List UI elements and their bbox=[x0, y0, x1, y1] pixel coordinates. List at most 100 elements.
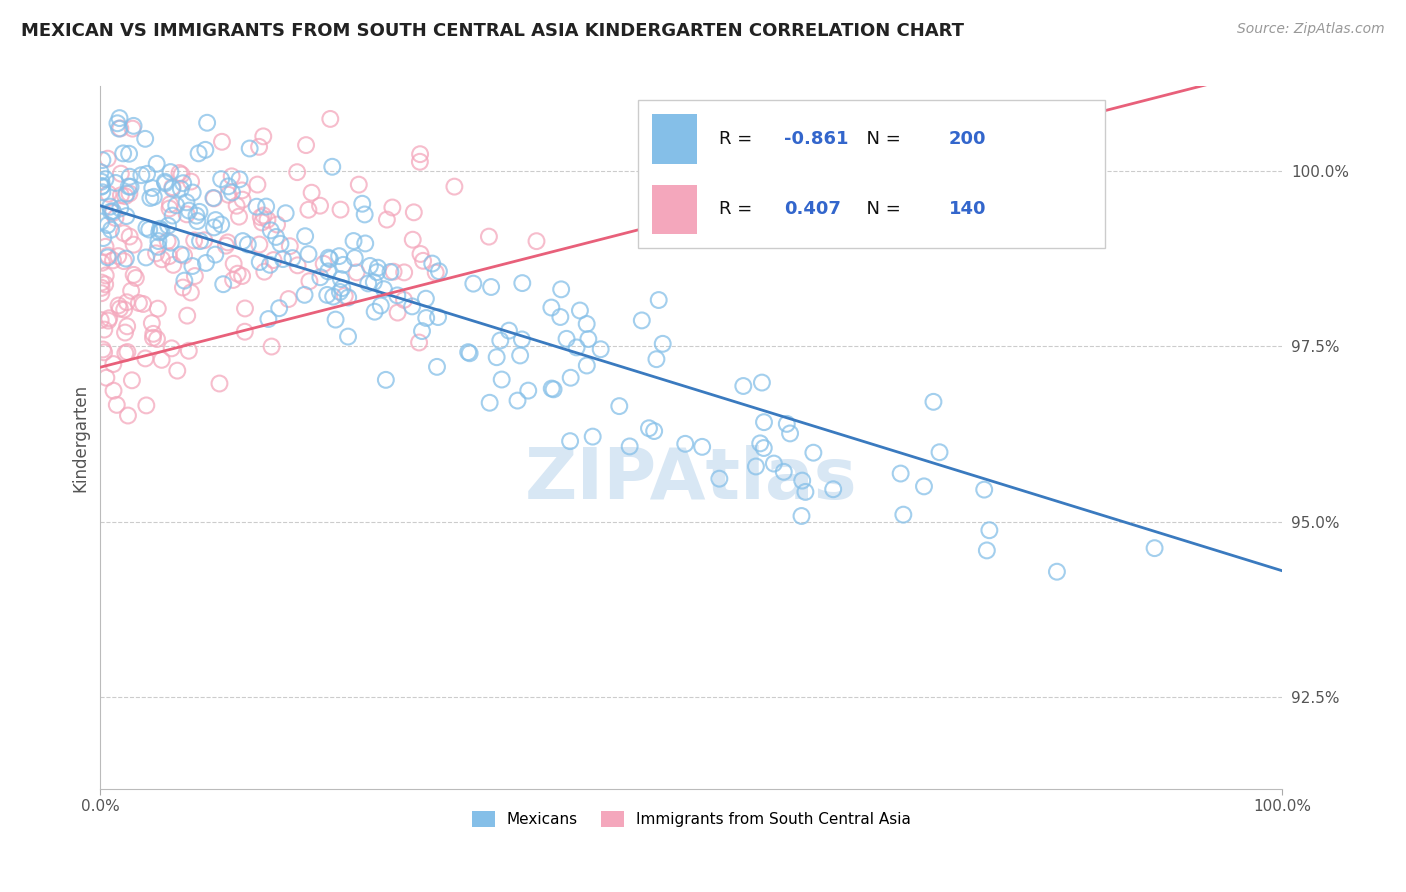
Point bbox=[91, 343, 114, 357]
Point bbox=[411, 324, 433, 338]
Point bbox=[745, 459, 768, 474]
Point bbox=[135, 220, 157, 235]
Point bbox=[160, 235, 183, 250]
Point bbox=[1143, 541, 1166, 556]
Point bbox=[120, 179, 142, 194]
Point bbox=[89, 165, 111, 179]
Point bbox=[91, 178, 114, 193]
Point bbox=[269, 301, 291, 316]
Point bbox=[94, 277, 117, 292]
Point bbox=[202, 220, 225, 235]
Point bbox=[246, 178, 269, 192]
Point bbox=[776, 417, 799, 431]
Point bbox=[108, 121, 131, 136]
Point bbox=[132, 297, 155, 311]
Point bbox=[221, 169, 243, 184]
Text: 0.407: 0.407 bbox=[783, 200, 841, 219]
Point bbox=[90, 214, 112, 228]
Point bbox=[427, 264, 450, 278]
Point bbox=[105, 398, 128, 412]
Point bbox=[322, 289, 344, 303]
Point bbox=[281, 251, 304, 265]
Text: 200: 200 bbox=[949, 130, 987, 148]
Point bbox=[160, 342, 183, 356]
Point bbox=[575, 359, 598, 373]
Point bbox=[170, 168, 193, 182]
Point bbox=[575, 317, 598, 331]
Point bbox=[256, 212, 278, 227]
Point bbox=[342, 234, 364, 248]
Point bbox=[110, 202, 132, 216]
Point bbox=[762, 457, 785, 471]
Point bbox=[115, 209, 138, 223]
Point bbox=[215, 238, 238, 252]
Point bbox=[104, 211, 127, 225]
Point bbox=[121, 121, 143, 136]
Point bbox=[319, 252, 342, 266]
Point bbox=[115, 186, 138, 201]
Point bbox=[733, 379, 755, 393]
Point bbox=[157, 219, 180, 233]
Point bbox=[148, 234, 170, 248]
Point bbox=[94, 268, 117, 283]
Point bbox=[90, 276, 112, 290]
Point bbox=[217, 235, 239, 250]
Point bbox=[479, 280, 502, 294]
Point bbox=[231, 183, 253, 197]
Point bbox=[346, 265, 368, 279]
Point bbox=[619, 439, 641, 453]
Point bbox=[104, 176, 127, 190]
Point bbox=[112, 226, 135, 240]
Bar bbox=[652, 185, 697, 234]
Point bbox=[90, 281, 112, 295]
Point bbox=[332, 258, 354, 272]
Point bbox=[329, 272, 352, 286]
Point bbox=[121, 373, 143, 387]
Point bbox=[801, 446, 824, 460]
Point bbox=[478, 396, 501, 410]
Point bbox=[330, 281, 353, 295]
Point bbox=[309, 270, 332, 285]
Point bbox=[222, 257, 245, 271]
Point bbox=[142, 331, 165, 345]
Point bbox=[249, 255, 271, 269]
Point bbox=[239, 141, 262, 155]
Point bbox=[415, 292, 437, 306]
Point bbox=[188, 234, 211, 248]
Point bbox=[122, 119, 145, 133]
Point bbox=[107, 116, 129, 130]
Point bbox=[316, 288, 339, 302]
Point bbox=[912, 479, 935, 493]
Point bbox=[352, 196, 374, 211]
Point bbox=[98, 311, 121, 326]
Point bbox=[94, 240, 117, 254]
Point bbox=[184, 268, 207, 283]
Point bbox=[162, 181, 184, 195]
Point bbox=[93, 323, 115, 337]
Point bbox=[647, 293, 669, 307]
Point bbox=[294, 229, 316, 244]
Point bbox=[221, 186, 243, 200]
Point bbox=[478, 229, 501, 244]
Point bbox=[250, 215, 273, 229]
Point bbox=[543, 382, 565, 396]
Point bbox=[402, 205, 425, 219]
Point bbox=[148, 226, 170, 240]
Point bbox=[269, 236, 291, 251]
Point bbox=[212, 277, 235, 292]
Point bbox=[367, 260, 389, 275]
Point bbox=[274, 206, 297, 220]
Point bbox=[252, 209, 274, 223]
Point bbox=[257, 312, 280, 326]
Point bbox=[297, 247, 319, 261]
Point bbox=[589, 343, 612, 357]
Point bbox=[97, 249, 120, 263]
Point bbox=[278, 239, 301, 253]
Point bbox=[209, 172, 232, 186]
Point bbox=[254, 200, 277, 214]
Point bbox=[150, 224, 173, 238]
Point bbox=[226, 267, 249, 281]
Text: ZIPAtlas: ZIPAtlas bbox=[524, 445, 858, 514]
Point bbox=[194, 143, 217, 157]
Point bbox=[329, 285, 352, 299]
